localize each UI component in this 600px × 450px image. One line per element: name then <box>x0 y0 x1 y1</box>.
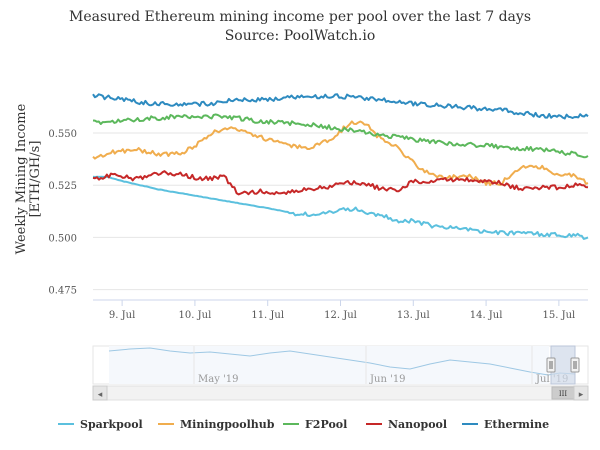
x-axis-ticks: 9. Jul 10. Jul 11. Jul 12. Jul 13. Jul 14. Ju… <box>93 299 588 321</box>
grid <box>93 132 588 291</box>
scroll-left-icon: ◂ <box>98 390 103 400</box>
scrollbar-left-button[interactable] <box>92 385 108 401</box>
scroll-right-icon: ▸ <box>579 390 584 400</box>
navigator-label: Jun '19 <box>369 374 406 385</box>
legend-label: Nanopool <box>388 417 448 431</box>
legend-item-miningpoolhub[interactable]: Miningpoolhub <box>158 412 274 436</box>
chart-subtitle: Source: PoolWatch.io <box>224 28 376 44</box>
legend-item-ethermine[interactable]: Ethermine <box>462 412 549 436</box>
series-line-f2pool[interactable] <box>92 113 589 159</box>
legend-swatch <box>283 423 299 425</box>
x-tick-label: 15. Jul <box>543 310 576 321</box>
navigator-label: May '19 <box>198 374 239 385</box>
legend-swatch <box>58 423 74 425</box>
legend-swatch <box>462 423 478 425</box>
scrollbar-track[interactable] <box>92 385 589 401</box>
legend-item-f2pool[interactable]: F2Pool <box>283 412 347 436</box>
series-line-ethermine[interactable] <box>92 93 589 120</box>
legend-label: Ethermine <box>484 417 550 431</box>
x-tick-label: 11. Jul <box>251 310 284 321</box>
scrollbar-right-button[interactable] <box>573 385 589 401</box>
legend-swatch <box>366 423 382 425</box>
legend-label: F2Pool <box>305 417 348 431</box>
y-tick-label: 0.550 <box>48 129 77 140</box>
navigator-handle-right[interactable] <box>570 357 580 373</box>
legend-label: Sparkpool <box>80 417 143 431</box>
legend-item-sparkpool[interactable]: Sparkpool <box>58 412 143 436</box>
legend-item-nanopool[interactable]: Nanopool <box>366 412 447 436</box>
y-tick-label: 0.525 <box>48 181 77 192</box>
series-line-sparkpool[interactable] <box>92 175 589 240</box>
series-line-miningpoolhub[interactable] <box>92 120 589 187</box>
x-tick-label: 10. Jul <box>179 310 212 321</box>
navigator-handle-left[interactable] <box>546 357 556 373</box>
y-axis-ticks: 0.475 0.500 0.525 0.550 <box>48 129 77 297</box>
legend-swatch <box>158 423 174 425</box>
navigator-series-line <box>108 347 576 376</box>
y-tick-label: 0.475 <box>48 286 77 297</box>
y-tick-label: 0.500 <box>48 233 77 244</box>
chart-title: Measured Ethereum mining income per pool… <box>0 8 600 46</box>
series-line-nanopool[interactable] <box>92 170 589 196</box>
scrollbar[interactable]: ◂ III ▸ <box>92 385 589 401</box>
scrollbar-grip-icon: III <box>559 390 568 398</box>
x-tick-label: 14. Jul <box>470 310 503 321</box>
x-tick-label: 9. Jul <box>109 310 135 321</box>
x-tick-label: 13. Jul <box>397 310 430 321</box>
legend-label: Miningpoolhub <box>180 417 275 431</box>
series-lines <box>92 93 589 240</box>
x-tick-label: 12. Jul <box>324 310 357 321</box>
legend: Sparkpool Miningpoolhub F2Pool Nanopool Ethe… <box>0 412 600 436</box>
chart-title-text: Measured Ethereum mining income per pool… <box>69 9 531 25</box>
navigator[interactable]: May '19 Jun '19 Jul '19 <box>92 345 589 385</box>
